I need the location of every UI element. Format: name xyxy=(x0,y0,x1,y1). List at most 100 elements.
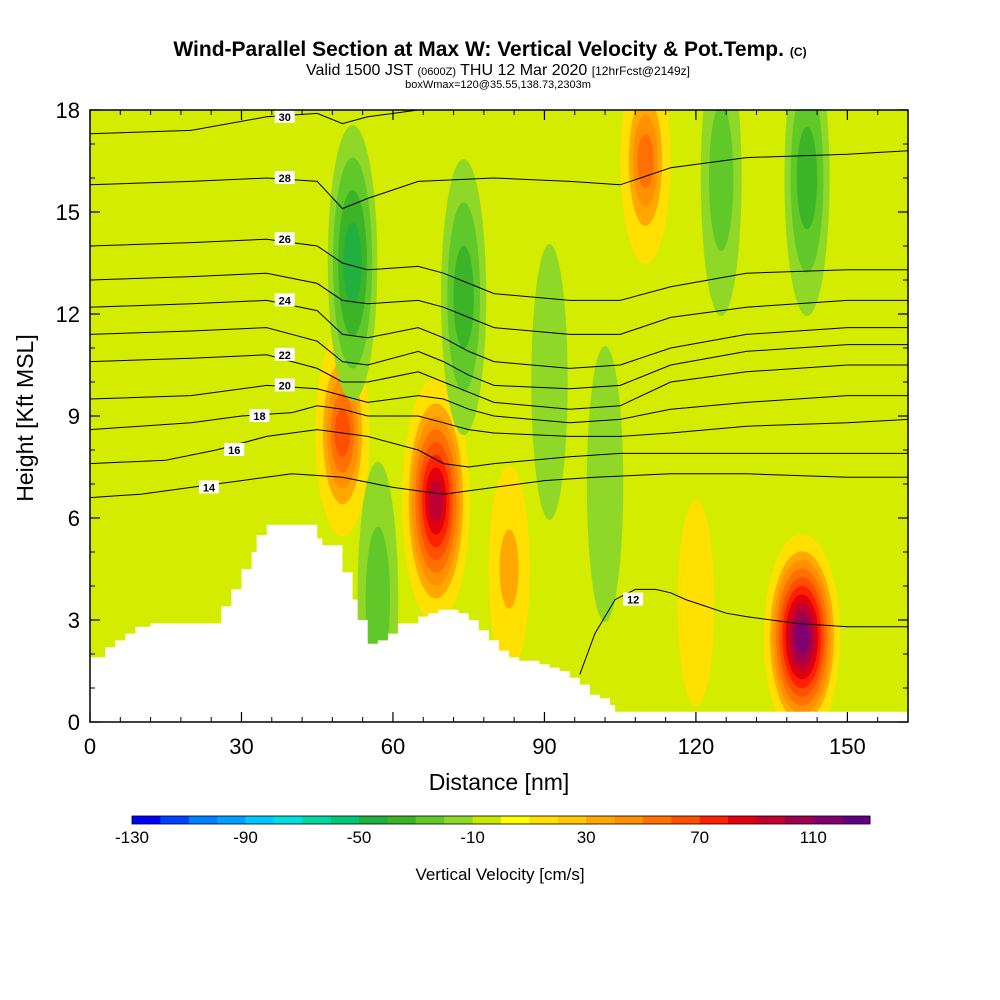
downdraft-cell xyxy=(327,125,378,401)
contour-label-bg xyxy=(274,110,295,123)
colorbar-swatch xyxy=(302,816,332,824)
contour-label: 14 xyxy=(203,482,216,494)
x-tick-label: 90 xyxy=(532,734,556,759)
plot-area: 30 28 26 24 22 20 18 16 14 12 xyxy=(90,110,908,722)
colorbar-tick-label: 30 xyxy=(577,828,596,847)
y-tick-label: 3 xyxy=(68,608,80,633)
velocity-shade xyxy=(365,526,391,673)
x-tick-label: 120 xyxy=(678,734,715,759)
colorbar-swatch xyxy=(245,816,275,824)
theta-contour xyxy=(90,429,908,468)
x-axis-ticks: 0 30 60 90 120 150 xyxy=(84,110,909,759)
velocity-shade xyxy=(428,480,444,522)
terrain-mask xyxy=(90,524,908,722)
contour-label-bg xyxy=(274,171,295,184)
colorbar-swatch xyxy=(472,816,502,824)
contour-label-bg xyxy=(274,232,295,246)
colorbar-tick-label: 70 xyxy=(690,828,709,847)
colorbar-swatch xyxy=(784,816,814,824)
contour-label: 22 xyxy=(279,350,291,362)
theta-contour xyxy=(90,327,908,390)
vertical-velocity-field xyxy=(315,110,841,722)
chart-title-text: Wind-Parallel Section at Max W: Vertical… xyxy=(173,38,784,61)
updraft-cell xyxy=(402,378,470,624)
colorbar-swatch xyxy=(330,816,360,824)
theta-contour xyxy=(90,405,908,437)
colorbar-label: Vertical Velocity [cm/s] xyxy=(415,865,584,884)
contour-labels: 30 28 26 24 22 20 18 16 14 12 xyxy=(198,110,644,607)
colorbar xyxy=(131,815,871,825)
x-tick-label: 30 xyxy=(229,734,253,759)
colorbar-swatch xyxy=(813,816,843,824)
contour-label: 30 xyxy=(279,112,291,124)
colorbar-swatch xyxy=(756,816,786,824)
colorbar-swatch xyxy=(614,816,644,824)
colorbar-tick-label: -90 xyxy=(233,828,258,847)
contour-label-bg xyxy=(623,592,644,606)
colorbar-tick-labels: -130 -90 -50 -10 30 70 110 xyxy=(115,828,827,847)
y-tick-label: 15 xyxy=(56,200,80,225)
colorbar-swatch xyxy=(359,816,388,824)
downdraft-cell xyxy=(531,244,568,520)
y-axis-ticks: 0 3 6 9 12 15 18 xyxy=(56,98,908,735)
updraft-cell xyxy=(620,110,671,264)
velocity-shade xyxy=(794,620,810,654)
colorbar-swatch xyxy=(415,816,445,824)
x-tick-label: 150 xyxy=(829,734,866,759)
contour-label: 26 xyxy=(279,234,291,246)
chart-title: Wind-Parallel Section at Max W: Vertical… xyxy=(173,38,806,61)
colorbar-swatch xyxy=(160,816,190,824)
velocity-shade xyxy=(708,110,734,251)
contour-label-bg xyxy=(224,443,245,456)
velocity-shade xyxy=(531,244,568,520)
velocity-shade xyxy=(796,126,818,230)
downdraft-cell xyxy=(586,346,624,622)
velocity-shade xyxy=(453,245,474,349)
theta-contour xyxy=(90,272,908,335)
colorbar-swatch xyxy=(132,816,161,824)
colorbar-swatch xyxy=(728,816,757,824)
theta-contour xyxy=(579,588,908,675)
contour-label-bg xyxy=(274,347,295,361)
y-tick-label: 0 xyxy=(68,710,80,735)
colorbar-tick-label: -50 xyxy=(347,828,372,847)
velocity-shade xyxy=(343,222,362,304)
downdraft-cell xyxy=(763,534,841,722)
colorbar-swatch xyxy=(699,816,729,824)
chart-subtitle: Valid 1500 JST (0600Z) THU 12 Mar 2020 [… xyxy=(306,62,690,79)
colorbar-swatch xyxy=(671,816,701,824)
y-tick-label: 12 xyxy=(56,302,80,327)
colorbar-swatch xyxy=(273,816,303,824)
contour-label: 20 xyxy=(279,380,291,392)
colorbar-tick-label: -10 xyxy=(460,828,485,847)
contour-label-bg xyxy=(249,409,270,422)
downdraft-cell xyxy=(784,110,830,316)
contour-label: 24 xyxy=(279,295,292,307)
contour-label-bg xyxy=(274,293,295,307)
colorbar-frame xyxy=(131,815,871,825)
velocity-shade xyxy=(586,346,624,622)
y-tick-label: 9 xyxy=(68,404,80,429)
colorbar-swatch xyxy=(444,816,474,824)
colorbar-swatch xyxy=(586,816,616,824)
theta-contour xyxy=(90,354,908,410)
colorbar-swatch xyxy=(387,816,417,824)
velocity-shade xyxy=(637,134,654,188)
colorbar-tick-label: 110 xyxy=(800,828,827,847)
colorbar-swatch xyxy=(188,816,218,824)
x-tick-label: 60 xyxy=(381,734,405,759)
contour-label: 12 xyxy=(627,595,639,607)
y-tick-label: 18 xyxy=(56,98,80,123)
y-tick-label: 6 xyxy=(68,506,80,531)
x-axis-label: Distance [nm] xyxy=(429,769,570,795)
updraft-cell xyxy=(488,466,530,672)
colorbar-swatch xyxy=(529,816,559,824)
colorbar-swatch xyxy=(557,816,587,824)
x-tick-label: 0 xyxy=(84,734,96,759)
contour-label: 18 xyxy=(253,411,265,423)
colorbar-tick-label: -130 xyxy=(115,828,149,847)
chart-title-unit: (C) xyxy=(790,45,807,59)
contour-label-bg xyxy=(198,480,219,494)
colorbar-swatch xyxy=(642,816,672,824)
